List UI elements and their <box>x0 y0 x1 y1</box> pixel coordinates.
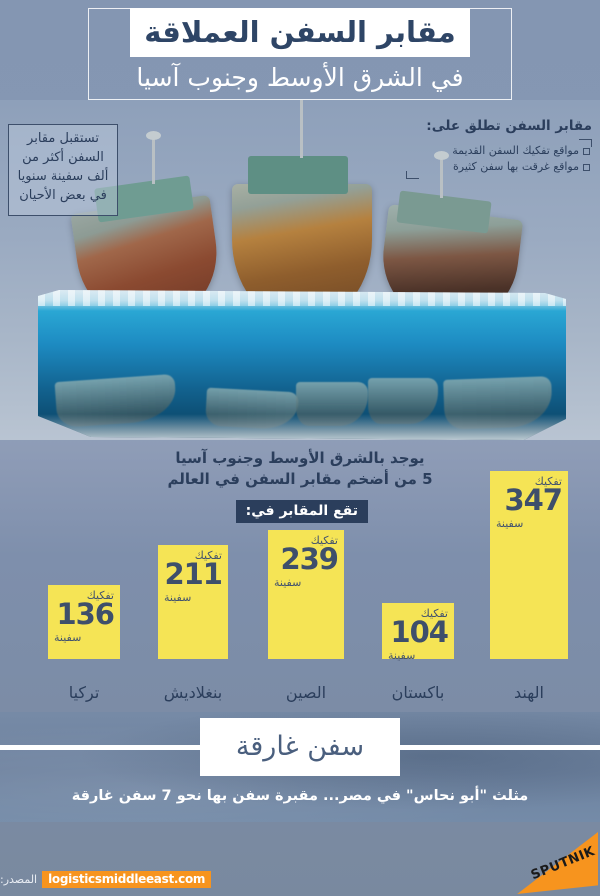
definitions-list: مواقع تفكيك السفن القديمة مواقع غرقت بها… <box>406 139 592 179</box>
bar-group: تفكيك 104 سفينة باكستان <box>382 603 454 702</box>
header: مقابر السفن العملاقة في الشرق الأوسط وجن… <box>0 0 600 105</box>
footer: logisticsmiddleeast.com المصدر: SPUTNIK <box>0 820 600 896</box>
region-statement-line1: يوجد بالشرق الأوسط وجنوب آسيا <box>175 449 425 467</box>
ship-graveyard-photo <box>0 100 600 440</box>
bar-value-prefix: تفكيك <box>86 589 114 602</box>
bullet-square-icon <box>583 163 590 171</box>
definitions-panel: مقابر السفن تطلق على: مواقع تفكيك السفن … <box>406 116 592 179</box>
page-title: مقابر السفن العملاقة <box>130 8 470 57</box>
definitions-title: مقابر السفن تطلق على: <box>426 118 592 134</box>
bar-value: 136 <box>56 597 115 631</box>
bar-category-label: بنغلاديش <box>163 683 223 702</box>
bar-category-label: الصين <box>285 683 327 702</box>
annual-capacity-note: تستقبل مقابر السفن أكثر من ألف سفينة سنو… <box>8 124 118 216</box>
page-subtitle: في الشرق الأوسط وجنوب آسيا <box>136 63 464 92</box>
bar-value-suffix: سفينة <box>388 649 416 662</box>
ship-mast-left <box>152 138 155 184</box>
source-badge[interactable]: logisticsmiddleeast.com <box>42 871 212 888</box>
ship-cabin-center <box>248 156 348 194</box>
seabed <box>38 414 566 440</box>
bar-value: 211 <box>164 557 223 591</box>
bar-group: تفكيك 239 سفينة الصين <box>268 530 344 702</box>
bar-value-prefix: تفكيك <box>310 534 338 547</box>
bar-group: تفكيك 347 سفينة الهند <box>490 471 568 702</box>
sunken-ships-section: سفن غارقة مثلث "أبو نحاس" في مصر... مقبر… <box>0 712 600 822</box>
definition-text: مواقع غرقت بها سفن كثيرة <box>453 160 579 173</box>
radar-dome-right <box>434 151 449 160</box>
bar-value-prefix: تفكيك <box>534 475 562 488</box>
bar[interactable]: تفكيك 347 سفينة <box>490 471 568 659</box>
bar-value: 104 <box>390 615 449 649</box>
bar-value: 347 <box>504 483 563 517</box>
bar-category-label: الهند <box>514 683 544 702</box>
underwater-cross-section <box>38 290 566 440</box>
bullet-square-icon <box>583 147 590 155</box>
bar-value-suffix: سفينة <box>496 517 524 530</box>
bar-value-prefix: تفكيك <box>194 549 222 562</box>
definition-text: مواقع تفكيك السفن القديمة <box>452 144 579 157</box>
sunken-ships-caption: مثلث "أبو نحاس" في مصر... مقبرة سفن بها … <box>71 788 529 804</box>
sea-foam <box>38 290 566 306</box>
sunken-ships-heading: سفن غارقة <box>200 718 400 776</box>
ship-mast-right <box>440 158 443 198</box>
bar[interactable]: تفكيك 211 سفينة <box>158 545 228 659</box>
ship-breaking-bar-chart: تفكيك 136 سفينة تركيا تفكيك 211 سفينة بنغلاديش ت… <box>0 471 600 703</box>
bar-group: تفكيك 136 سفينة تركيا <box>48 585 120 702</box>
bar-value-prefix: تفكيك <box>420 607 448 620</box>
chart-heading-badge: تقع المقابر في: <box>235 500 368 523</box>
bar[interactable]: تفكيك 136 سفينة <box>48 585 120 659</box>
bar[interactable]: تفكيك 239 سفينة <box>268 530 344 659</box>
bar-value-suffix: سفينة <box>54 631 82 644</box>
region-statement-line2: 5 من أضخم مقابر السفن في العالم <box>167 470 433 488</box>
region-statement: يوجد بالشرق الأوسط وجنوب آسيا 5 من أضخم … <box>0 448 600 490</box>
ship-mast-center <box>300 100 303 158</box>
bar-group: تفكيك 211 سفينة بنغلاديش <box>158 545 228 702</box>
list-item: مواقع غرقت بها سفن كثيرة <box>410 159 590 175</box>
list-item: مواقع تفكيك السفن القديمة <box>410 143 590 159</box>
radar-dome-left <box>146 131 161 140</box>
bar-category-label: باكستان <box>391 683 445 702</box>
bar-value: 239 <box>280 542 339 576</box>
source-attribution: logisticsmiddleeast.com المصدر: <box>0 871 212 888</box>
bar-value-suffix: سفينة <box>274 576 302 589</box>
bar[interactable]: تفكيك 104 سفينة <box>382 603 454 662</box>
source-label: المصدر: <box>0 873 38 886</box>
sputnik-logo[interactable]: SPUTNIK <box>512 832 598 894</box>
bar-value-suffix: سفينة <box>164 591 192 604</box>
bar-category-label: تركيا <box>68 683 100 702</box>
